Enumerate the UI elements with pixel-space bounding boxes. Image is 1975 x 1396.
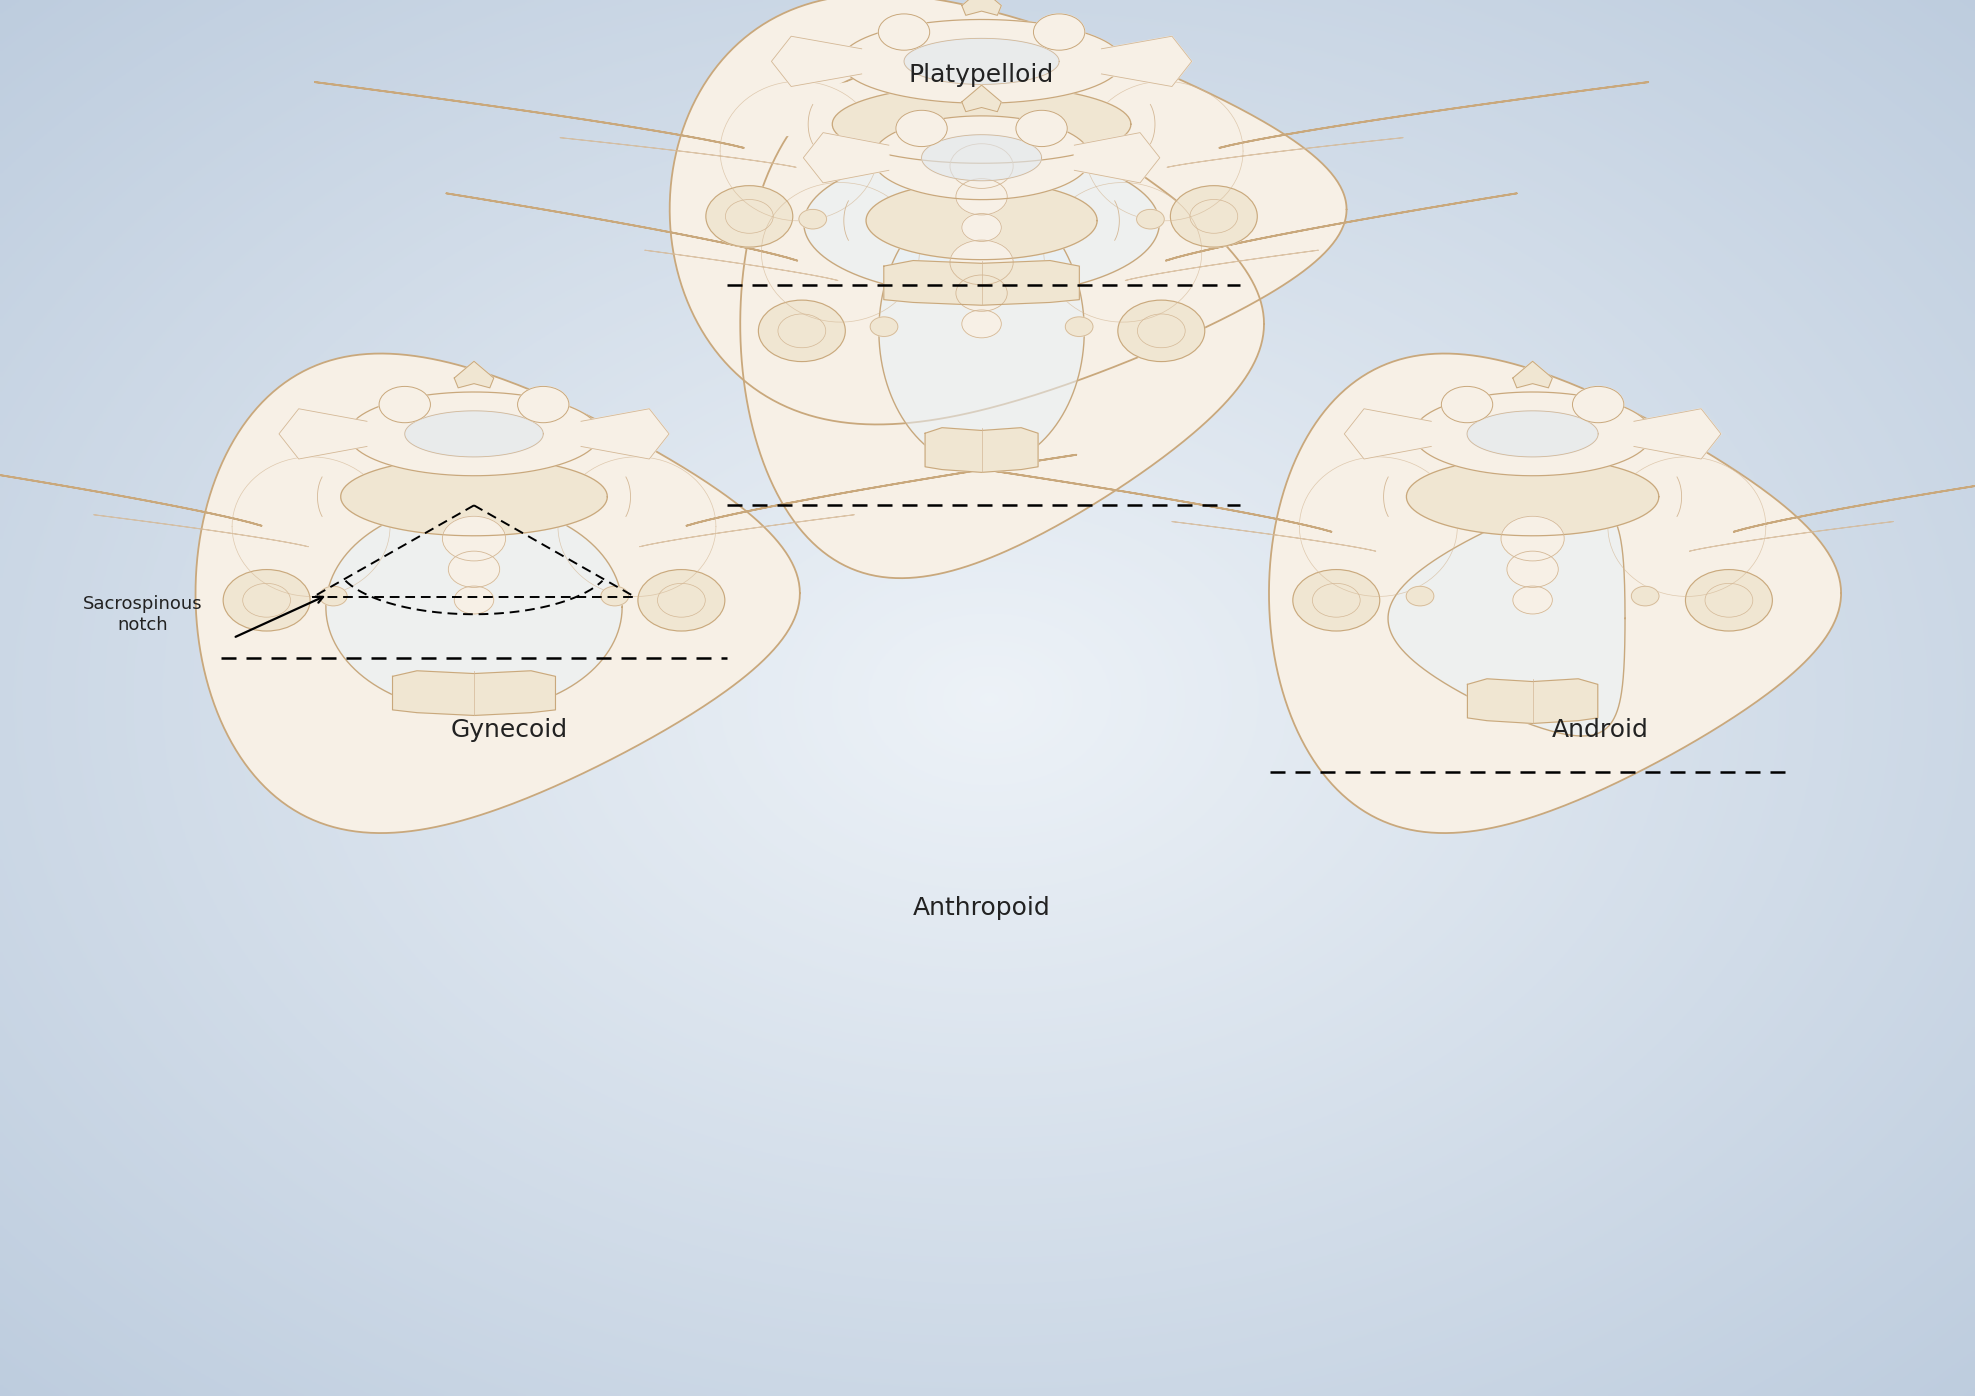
Circle shape [1631,586,1659,606]
Circle shape [600,586,628,606]
Text: Android: Android [1550,718,1649,741]
Circle shape [1033,14,1084,50]
Circle shape [1294,570,1381,631]
Polygon shape [393,671,555,716]
Circle shape [223,570,310,631]
Polygon shape [196,353,800,833]
Polygon shape [962,85,1001,112]
Circle shape [379,387,431,423]
Circle shape [1442,387,1493,423]
Circle shape [950,240,1013,285]
Polygon shape [1406,458,1659,536]
Circle shape [1507,551,1558,588]
Polygon shape [1270,353,1841,833]
Polygon shape [741,70,1264,578]
Polygon shape [405,410,543,456]
Polygon shape [342,458,608,536]
Polygon shape [670,0,1347,424]
Text: Anthropoid: Anthropoid [912,896,1051,920]
Circle shape [1685,570,1772,631]
Polygon shape [804,151,1159,296]
Circle shape [956,275,1007,311]
Polygon shape [348,392,600,476]
Circle shape [442,517,506,561]
Polygon shape [1388,501,1625,736]
Circle shape [1015,110,1066,147]
Polygon shape [924,427,1039,472]
Polygon shape [831,85,1132,163]
Text: Gynecoid: Gynecoid [450,718,569,741]
Polygon shape [1633,409,1720,459]
Polygon shape [1467,678,1598,723]
Polygon shape [454,362,494,388]
Polygon shape [922,135,1041,180]
Circle shape [798,209,828,229]
Circle shape [758,300,845,362]
Polygon shape [879,194,1084,468]
Polygon shape [1102,36,1191,87]
Polygon shape [841,20,1122,103]
Polygon shape [867,181,1098,260]
Polygon shape [1513,362,1552,388]
Circle shape [1138,209,1165,229]
Circle shape [1572,387,1623,423]
Polygon shape [1414,392,1651,476]
Circle shape [1065,317,1092,336]
Circle shape [1513,586,1552,614]
Circle shape [1406,586,1434,606]
Circle shape [956,179,1007,215]
Circle shape [448,551,500,588]
Polygon shape [885,261,1078,306]
Polygon shape [962,0,1001,15]
Circle shape [705,186,792,247]
Polygon shape [905,38,1059,84]
Circle shape [950,144,1013,188]
Circle shape [638,570,725,631]
Polygon shape [873,116,1090,200]
Circle shape [320,586,348,606]
Polygon shape [1467,410,1598,456]
Polygon shape [772,36,861,87]
Polygon shape [278,409,367,459]
Text: Sacrospinous
notch: Sacrospinous notch [83,595,201,634]
Circle shape [879,14,930,50]
Circle shape [454,586,494,614]
Circle shape [962,214,1001,242]
Polygon shape [1345,409,1432,459]
Circle shape [1501,517,1564,561]
Circle shape [1171,186,1258,247]
Text: Platypelloid: Platypelloid [908,63,1055,87]
Circle shape [897,110,948,147]
Polygon shape [581,409,670,459]
Polygon shape [1074,133,1159,183]
Circle shape [871,317,899,336]
Circle shape [1118,300,1205,362]
Polygon shape [804,133,889,183]
Circle shape [962,310,1001,338]
Polygon shape [326,503,622,712]
Circle shape [517,387,569,423]
